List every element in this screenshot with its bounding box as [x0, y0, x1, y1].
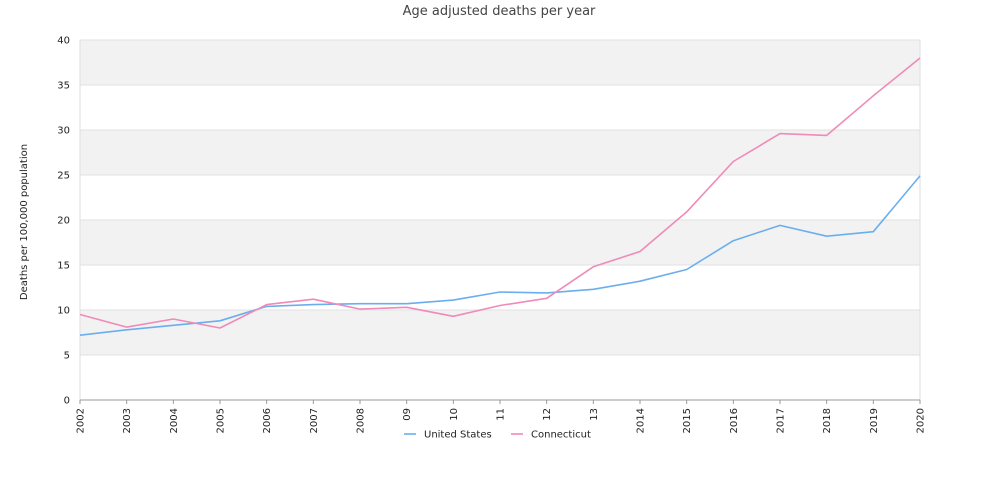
y-tick-label-7: 35 [57, 81, 70, 92]
x-tick-label-14: 2016 [729, 408, 740, 433]
x-tick-label-12: 2014 [636, 408, 647, 433]
x-tick-label-3: 2005 [216, 408, 227, 433]
x-tick-label-10: 12 [542, 408, 553, 421]
band-0 [80, 355, 920, 400]
y-axis-ticks: 0 5 10 15 20 25 30 35 40 [57, 36, 70, 407]
band-1 [80, 310, 920, 355]
y-axis-title: Deaths per 100,000 population [19, 144, 30, 300]
legend: United States Connecticut [404, 430, 591, 441]
x-tick-label-13: 2015 [682, 408, 693, 433]
y-tick-label-6: 30 [57, 126, 70, 137]
y-tick-label-8: 40 [57, 36, 70, 47]
legend-label-1: Connecticut [531, 430, 591, 441]
band-4 [80, 175, 920, 220]
y-tick-label-0: 0 [64, 396, 70, 407]
x-tick-label-5: 2007 [309, 408, 320, 433]
x-tick-label-11: 13 [589, 408, 600, 421]
x-tick-label-7: 09 [402, 408, 413, 421]
series-line-united-states [79, 175, 921, 336]
y-tick-label-1: 5 [64, 351, 70, 362]
y-tick-label-5: 25 [57, 171, 70, 182]
y-tick-label-3: 15 [57, 261, 70, 272]
x-tick-label-1: 2003 [122, 408, 133, 433]
series-line-connecticut [79, 57, 921, 329]
series-layer [79, 57, 921, 336]
y-tick-label-2: 10 [57, 306, 70, 317]
band-7 [80, 40, 920, 85]
chart-title: Age adjusted deaths per year [403, 4, 596, 19]
x-tick-label-15: 2017 [776, 408, 787, 433]
x-tick-label-0: 2002 [76, 408, 87, 433]
legend-label-0: United States [424, 430, 492, 441]
background-bands [80, 40, 920, 400]
x-tick-label-8: 10 [449, 408, 460, 421]
band-2 [80, 265, 920, 310]
x-tick-label-18: 2020 [916, 408, 927, 433]
x-axis-ticks: 2002 2003 2004 2005 2006 2007 2008 09 10 11 12 13 20… [76, 400, 927, 433]
band-5 [80, 130, 920, 175]
y-tick-label-4: 20 [57, 216, 70, 227]
x-tick-label-4: 2006 [262, 408, 273, 433]
x-tick-label-2: 2004 [169, 408, 180, 433]
x-tick-label-9: 11 [496, 408, 507, 421]
x-tick-label-6: 2008 [356, 408, 367, 433]
band-6 [80, 85, 920, 130]
x-tick-label-17: 2019 [869, 408, 880, 433]
band-3 [80, 220, 920, 265]
x-tick-label-16: 2018 [822, 408, 833, 433]
